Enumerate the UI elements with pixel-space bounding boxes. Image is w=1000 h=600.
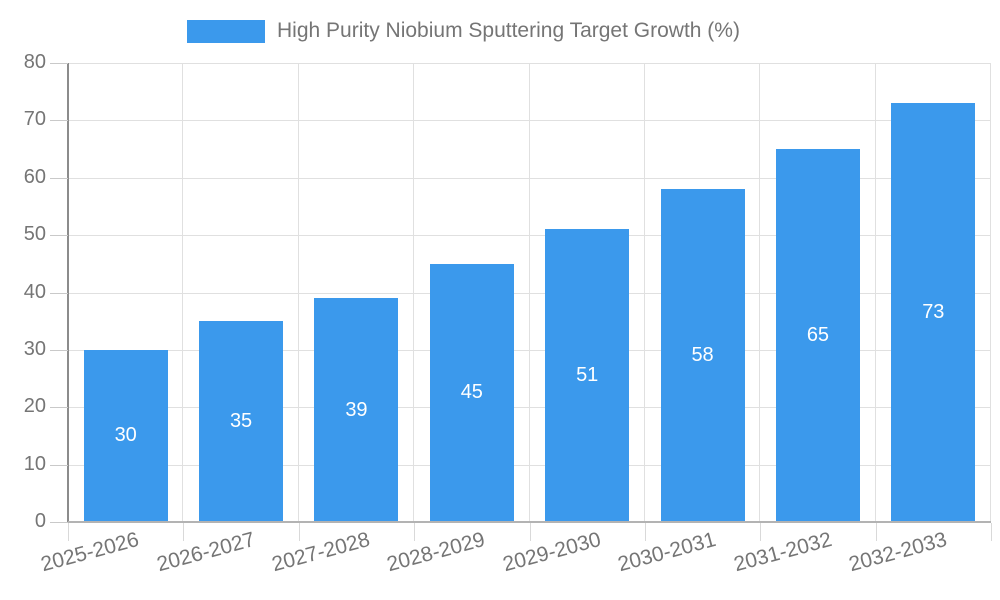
x-tick <box>68 523 69 541</box>
plot-area: 30 35 39 45 51 58 65 73 <box>68 63 991 522</box>
y-tick-label: 60 <box>23 165 46 188</box>
bar-value-label: 39 <box>345 398 368 421</box>
y-tick-label: 30 <box>23 337 46 360</box>
y-tick-label: 50 <box>23 223 46 246</box>
h-gridline <box>68 464 991 466</box>
bar-value-label: 65 <box>806 324 830 347</box>
x-tick <box>298 523 300 541</box>
x-tick <box>991 523 992 541</box>
v-gridline <box>413 63 415 522</box>
y-tick <box>50 235 68 237</box>
bar-2032-2033: 73 <box>891 103 976 522</box>
bar-value-label: 45 <box>460 381 483 404</box>
x-tick-label: 2030-2031 <box>615 528 719 577</box>
v-gridline <box>759 63 761 522</box>
x-tick <box>529 523 531 541</box>
legend-label: High Purity Niobium Sputtering Target Gr… <box>277 19 740 42</box>
h-gridline <box>68 63 991 64</box>
x-tick-label: 2029-2030 <box>500 528 604 577</box>
y-tick-label: 80 <box>23 51 46 74</box>
bar-value-label: 73 <box>922 301 945 324</box>
bar-2027-2028: 39 <box>314 298 399 522</box>
x-tick <box>644 523 646 541</box>
bar-2028-2029: 45 <box>429 263 514 522</box>
y-axis-line <box>67 63 69 522</box>
y-tick <box>50 407 68 409</box>
v-gridline <box>990 63 991 522</box>
bar-2029-2030: 51 <box>545 229 630 522</box>
x-tick-label: 2025-2026 <box>38 528 142 577</box>
h-gridline <box>68 407 991 409</box>
v-gridline <box>874 63 876 522</box>
y-tick <box>50 522 68 523</box>
x-tick-label: 2026-2027 <box>154 528 258 577</box>
chart-legend[interactable]: High Purity Niobium Sputtering Target Gr… <box>187 14 740 48</box>
h-gridline <box>68 120 991 122</box>
h-gridline <box>68 292 991 294</box>
legend-swatch-icon <box>187 19 265 43</box>
bar-value-label: 30 <box>114 424 137 447</box>
x-tick-label: 2032-2033 <box>846 528 950 577</box>
bar-2031-2032: 65 <box>775 149 860 522</box>
bar-value-label: 51 <box>576 364 599 387</box>
y-tick-label: 40 <box>23 280 46 303</box>
bar-value-label: 58 <box>691 344 714 367</box>
x-tick <box>875 523 877 541</box>
y-tick <box>50 63 68 64</box>
x-tick <box>183 523 185 541</box>
y-tick <box>50 177 68 179</box>
x-tick <box>414 523 416 541</box>
bar-2025-2026: 30 <box>83 349 168 522</box>
x-axis-line <box>68 521 991 523</box>
v-gridline <box>182 63 184 522</box>
v-gridline <box>643 63 645 522</box>
x-tick-label: 2031-2032 <box>730 528 834 577</box>
h-gridline <box>68 235 991 237</box>
v-gridline <box>297 63 299 522</box>
v-gridline <box>528 63 530 522</box>
y-tick-label: 20 <box>23 395 46 418</box>
h-gridline <box>68 177 991 179</box>
y-tick-label: 0 <box>34 510 46 533</box>
bar-value-label: 35 <box>229 410 253 433</box>
y-tick-label: 10 <box>23 452 46 475</box>
y-tick <box>50 120 68 122</box>
y-tick-label: 70 <box>23 108 46 131</box>
bar-2026-2027: 35 <box>199 321 284 522</box>
x-tick-label: 2028-2029 <box>384 528 488 577</box>
y-tick <box>50 464 68 466</box>
x-tick-label: 2027-2028 <box>269 528 373 577</box>
bar-2030-2031: 58 <box>660 189 745 522</box>
y-tick <box>50 292 68 294</box>
h-gridline <box>68 349 991 351</box>
y-tick <box>50 349 68 351</box>
x-tick <box>760 523 762 541</box>
